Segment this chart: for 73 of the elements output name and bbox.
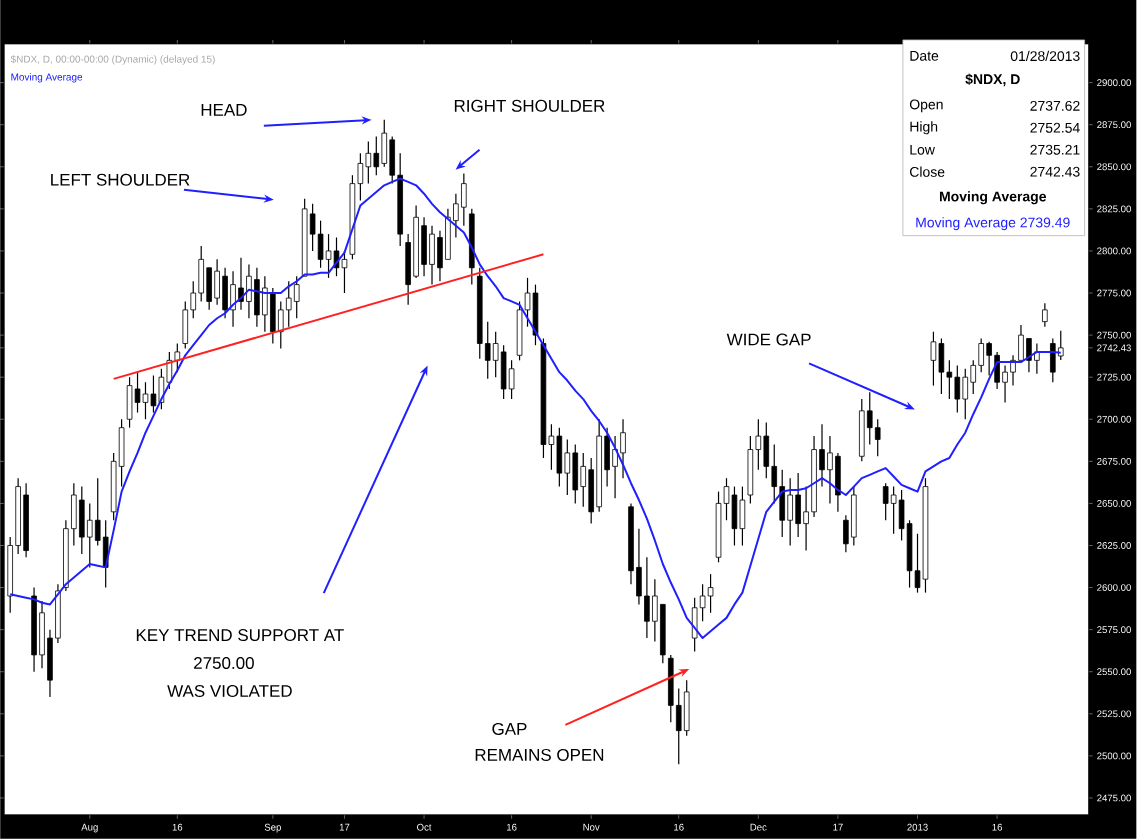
candlestick <box>134 371 141 414</box>
candlestick <box>325 233 332 279</box>
candlestick <box>890 486 897 535</box>
annotation: GAP <box>492 723 527 736</box>
annotation: KEY TREND SUPPORT AT <box>136 629 344 642</box>
candlestick <box>668 654 674 724</box>
candlestick <box>556 427 563 488</box>
candlestick <box>986 341 992 377</box>
candlestick <box>206 267 212 311</box>
candlestick <box>851 486 857 547</box>
annotation: HEAD <box>201 104 247 117</box>
candlestick <box>739 486 746 547</box>
annotation: WIDE GAP <box>726 333 811 346</box>
candlestick <box>620 419 626 480</box>
candlestick <box>747 435 754 505</box>
annotation: WAS VIOLATED <box>167 685 292 698</box>
candlestick <box>285 281 292 328</box>
candlestick <box>938 338 945 396</box>
candlestick <box>262 276 268 333</box>
candlestick <box>214 259 220 306</box>
candlestick <box>779 469 785 539</box>
candlestick <box>445 208 451 261</box>
candlestick <box>954 365 961 414</box>
candlestick <box>1034 343 1040 375</box>
candlestick <box>198 245 204 303</box>
candlestick <box>707 573 714 614</box>
candlestick <box>691 597 698 653</box>
candlestick <box>365 141 372 185</box>
candlestick <box>278 301 284 350</box>
candlestick <box>1042 302 1048 328</box>
candlestick <box>381 119 388 168</box>
candlestick <box>461 173 467 227</box>
candlestick <box>827 435 833 505</box>
candlestick <box>859 398 865 463</box>
candlestick <box>580 452 587 508</box>
candlestick <box>683 679 690 737</box>
candlestick <box>429 225 435 286</box>
candlestick <box>795 472 801 539</box>
candlestick <box>532 284 539 347</box>
candlestick <box>994 351 1000 390</box>
candlestick <box>1026 338 1032 374</box>
candlestick <box>230 270 236 328</box>
candlestick <box>930 331 937 387</box>
candlestick <box>222 267 228 320</box>
candlestick <box>79 486 85 555</box>
candlestick <box>293 276 300 320</box>
candlestick <box>500 345 507 401</box>
candlestick <box>835 452 841 513</box>
candlestick <box>1050 338 1056 384</box>
candlestick <box>731 486 738 547</box>
annotation: LEFT SHOULDER <box>51 174 190 187</box>
annotation: RIGHT SHOULDER <box>454 100 605 113</box>
candlestick <box>246 264 252 320</box>
candlestick <box>86 503 93 569</box>
candlestick <box>612 435 618 500</box>
candlestick <box>150 375 157 414</box>
candlestick <box>126 376 133 429</box>
annotation: 2750.00 <box>194 657 254 670</box>
candlestick <box>644 557 650 640</box>
candlestick <box>421 217 427 278</box>
candlestick <box>142 382 149 421</box>
candlestick <box>373 136 380 177</box>
candlestick <box>962 368 969 421</box>
candlestick <box>763 422 770 480</box>
candlestick <box>254 267 260 328</box>
candlestick <box>572 444 579 505</box>
candlestick <box>882 483 889 522</box>
candlestick <box>270 287 276 345</box>
candlestick <box>341 250 348 295</box>
candlestick <box>787 477 793 547</box>
candlestick <box>564 439 571 497</box>
annotation: REMAINS OPEN <box>475 749 604 762</box>
candlestick <box>317 220 324 269</box>
